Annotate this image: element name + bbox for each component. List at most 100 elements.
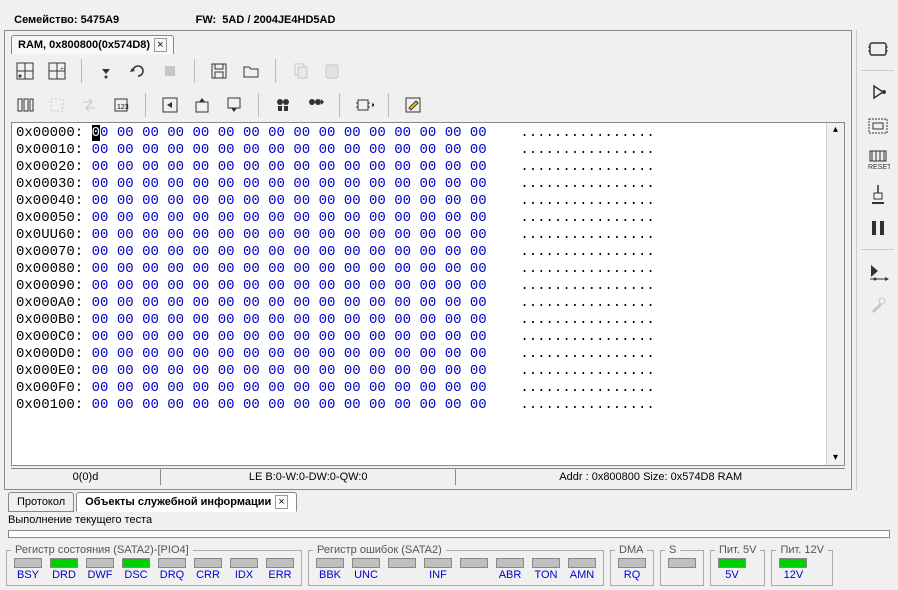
led-indicator: [532, 558, 560, 568]
reset-icon[interactable]: RESET: [862, 145, 894, 175]
hex-row[interactable]: 0x000F0: 00 00 00 00 00 00 00 00 00 00 0…: [16, 380, 822, 397]
led-indicator: [352, 558, 380, 568]
led-label: IDX: [235, 569, 253, 581]
hex-row[interactable]: 0x00010: 00 00 00 00 00 00 00 00 00 00 0…: [16, 142, 822, 159]
led-indicator: [158, 558, 186, 568]
connector-icon[interactable]: [862, 179, 894, 209]
error-register-title: Регистр ошибок (SATA2): [313, 544, 446, 556]
hex-row[interactable]: 0x00040: 00 00 00 00 00 00 00 00 00 00 0…: [16, 193, 822, 210]
register-led: [665, 558, 699, 569]
hex-row[interactable]: 0x000C0: 00 00 00 00 00 00 00 00 00 00 0…: [16, 329, 822, 346]
error-register: Регистр ошибок (SATA2) BBKUNCINFABRTONAM…: [308, 544, 604, 586]
tab-protocol[interactable]: Протокол: [8, 492, 74, 512]
pause-icon[interactable]: [862, 213, 894, 243]
hex-row[interactable]: 0x000D0: 00 00 00 00 00 00 00 00 00 00 0…: [16, 346, 822, 363]
right-toolbar: RESET: [856, 30, 898, 490]
led-label: INF: [429, 569, 447, 581]
bottom-tab-strip: Протокол Объекты служебной информации×: [0, 492, 898, 512]
block-icon[interactable]: 123: [107, 92, 135, 118]
led-label: TON: [534, 569, 557, 581]
up-icon[interactable]: [188, 92, 216, 118]
select-icon[interactable]: [43, 92, 71, 118]
hex-row[interactable]: 0x000B0: 00 00 00 00 00 00 00 00 00 00 0…: [16, 312, 822, 329]
tab-service-objects[interactable]: Объекты служебной информации×: [76, 492, 297, 512]
scroll-up-icon[interactable]: ▴: [832, 123, 839, 137]
hex-row[interactable]: 0x00020: 00 00 00 00 00 00 00 00 00 00 0…: [16, 159, 822, 176]
power-12v: Пит. 12V 12V: [771, 544, 833, 586]
hex-row[interactable]: 0x00030: 00 00 00 00 00 00 00 00 00 00 0…: [16, 176, 822, 193]
fw-value: 5AD / 2004JE4HD5AD: [222, 14, 335, 26]
hex-row[interactable]: 0x00000: 00 00 00 00 00 00 00 00 00 00 0…: [16, 125, 822, 142]
document-tab[interactable]: RAM, 0x800800(0x574D8) ×: [11, 35, 174, 54]
dma-register: DMA RQ: [610, 544, 654, 586]
status-register-title: Регистр состояния (SATA2)-[PIO4]: [11, 544, 193, 556]
status-position: 0(0)d: [11, 469, 161, 485]
copy-icon[interactable]: [286, 58, 314, 84]
hex-row[interactable]: 0x00050: 00 00 00 00 00 00 00 00 00 00 0…: [16, 210, 822, 227]
led-indicator: [86, 558, 114, 568]
register-led: AMN: [565, 558, 599, 581]
led-label: CRR: [196, 569, 220, 581]
led-label: UNC: [354, 569, 378, 581]
grid-icon[interactable]: [11, 58, 39, 84]
svg-text:RESET: RESET: [868, 164, 890, 171]
grid-shift-icon[interactable]: ←: [43, 58, 71, 84]
find-next-icon[interactable]: [301, 92, 329, 118]
edit-icon[interactable]: [399, 92, 427, 118]
toolbar-2: 123: [5, 88, 851, 122]
hex-row[interactable]: 0x00080: 00 00 00 00 00 00 00 00 00 00 0…: [16, 261, 822, 278]
down-icon[interactable]: [220, 92, 248, 118]
open-icon[interactable]: [237, 58, 265, 84]
power-5v: Пит. 5V 5V: [710, 544, 765, 586]
led-indicator: [14, 558, 42, 568]
goto-icon[interactable]: [156, 92, 184, 118]
s-register: S: [660, 544, 704, 586]
toolbar-1: ←: [5, 54, 851, 88]
status-address: Addr : 0x800800 Size: 0x574D8 RAM: [456, 469, 845, 485]
columns-icon[interactable]: [11, 92, 39, 118]
close-icon[interactable]: ×: [275, 495, 287, 509]
led-label: BSY: [17, 569, 39, 581]
play-icon[interactable]: [862, 77, 894, 107]
led-label: 5V: [725, 569, 738, 581]
tools-icon[interactable]: [862, 290, 894, 320]
svg-text:123: 123: [117, 104, 129, 111]
chip-icon[interactable]: [862, 34, 894, 64]
hex-row[interactable]: 0x00070: 00 00 00 00 00 00 00 00 00 00 0…: [16, 244, 822, 261]
register-led: 12V: [776, 558, 810, 581]
led-label: DRQ: [160, 569, 184, 581]
swap-icon[interactable]: [75, 92, 103, 118]
hex-row[interactable]: 0x00090: 00 00 00 00 00 00 00 00 00 00 0…: [16, 278, 822, 295]
led-indicator: [618, 558, 646, 568]
power-5v-title: Пит. 5V: [715, 544, 760, 556]
step-icon[interactable]: [862, 256, 894, 286]
close-icon[interactable]: ×: [154, 38, 166, 52]
led-indicator: [718, 558, 746, 568]
led-indicator: [668, 558, 696, 568]
stop-icon[interactable]: [156, 58, 184, 84]
refresh-icon[interactable]: [124, 58, 152, 84]
register-led: [385, 558, 419, 581]
scrollbar[interactable]: ▴ ▾: [826, 123, 844, 465]
hex-row[interactable]: 0x000A0: 00 00 00 00 00 00 00 00 00 00 0…: [16, 295, 822, 312]
save-icon[interactable]: [205, 58, 233, 84]
led-indicator: [496, 558, 524, 568]
hex-viewer[interactable]: 0x00000: 00 00 00 00 00 00 00 00 00 00 0…: [11, 122, 845, 466]
find-icon[interactable]: [269, 92, 297, 118]
fw-label: FW:: [196, 14, 217, 26]
chip-icon[interactable]: [350, 92, 378, 118]
hex-row[interactable]: 0x00100: 00 00 00 00 00 00 00 00 00 00 0…: [16, 397, 822, 414]
register-led: TON: [529, 558, 563, 581]
led-indicator: [779, 558, 807, 568]
hex-row[interactable]: 0x0UU60: 00 00 00 00 00 00 00 00 00 00 0…: [16, 227, 822, 244]
hex-row[interactable]: 0x000E0: 00 00 00 00 00 00 00 00 00 00 0…: [16, 363, 822, 380]
test-status-label: Выполнение текущего теста: [0, 512, 898, 528]
register-led: UNC: [349, 558, 383, 581]
led-indicator: [568, 558, 596, 568]
register-led: DWF: [83, 558, 117, 581]
paste-icon[interactable]: [318, 58, 346, 84]
led-indicator: [266, 558, 294, 568]
board-icon[interactable]: [862, 111, 894, 141]
dropdown-icon[interactable]: [92, 58, 120, 84]
scroll-down-icon[interactable]: ▾: [832, 451, 839, 465]
